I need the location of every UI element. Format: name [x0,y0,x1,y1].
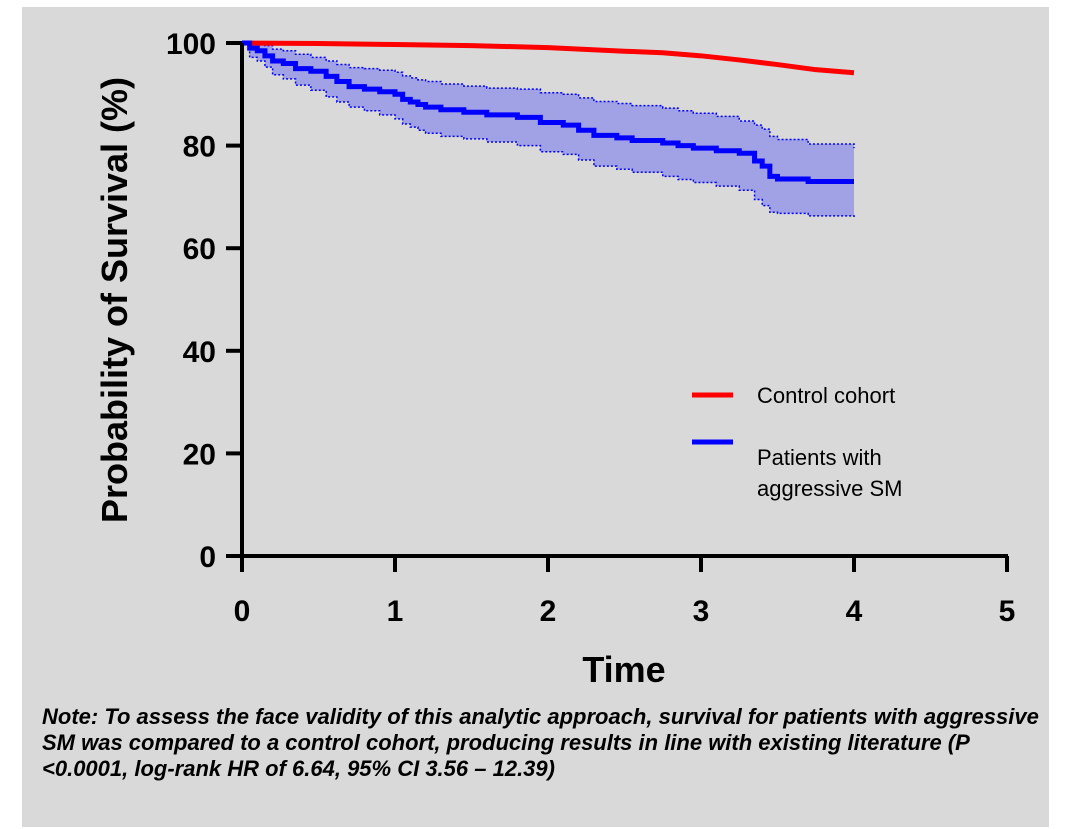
ticks-layer: 0 1 2 3 4 5 0 20 40 60 80 100 [166,28,1015,628]
y-tick-label: 40 [183,336,216,369]
y-tick-label: 60 [183,233,216,266]
legend-label-control: Control cohort [757,383,895,408]
y-tick-label: 100 [166,28,216,61]
survival-chart: 0 1 2 3 4 5 0 20 40 60 80 100 Probability of Surviv… [94,28,1015,690]
confidence-band [242,43,854,219]
x-tick-label: 3 [693,595,710,628]
figure-note: Note: To assess the face validity of thi… [42,704,1039,781]
x-tick-label: 5 [999,595,1016,628]
ci-upper-line [242,42,855,149]
x-tick-label: 4 [846,595,863,628]
y-axis-title: Probability of Survival (%) [94,77,135,523]
y-tick-label: 80 [183,131,216,164]
confidence-band-layer [242,42,855,219]
x-tick-label: 0 [234,595,251,628]
series-layer [241,40,855,185]
x-axis-title: Time [582,649,665,690]
x-tick-label: 2 [540,595,557,628]
series-line-control [241,40,855,76]
axes-layer [240,43,1008,558]
legend-label-patients-line1: Patients with [757,445,882,470]
legend: Control cohort Patients with aggressive … [692,383,903,501]
legend-label-patients-line2: aggressive SM [757,476,903,501]
ci-lower-line [242,42,855,219]
y-tick-label: 0 [199,541,216,574]
x-tick-label: 1 [387,595,404,628]
y-tick-label: 20 [183,438,216,471]
series-line-patients [242,40,854,185]
